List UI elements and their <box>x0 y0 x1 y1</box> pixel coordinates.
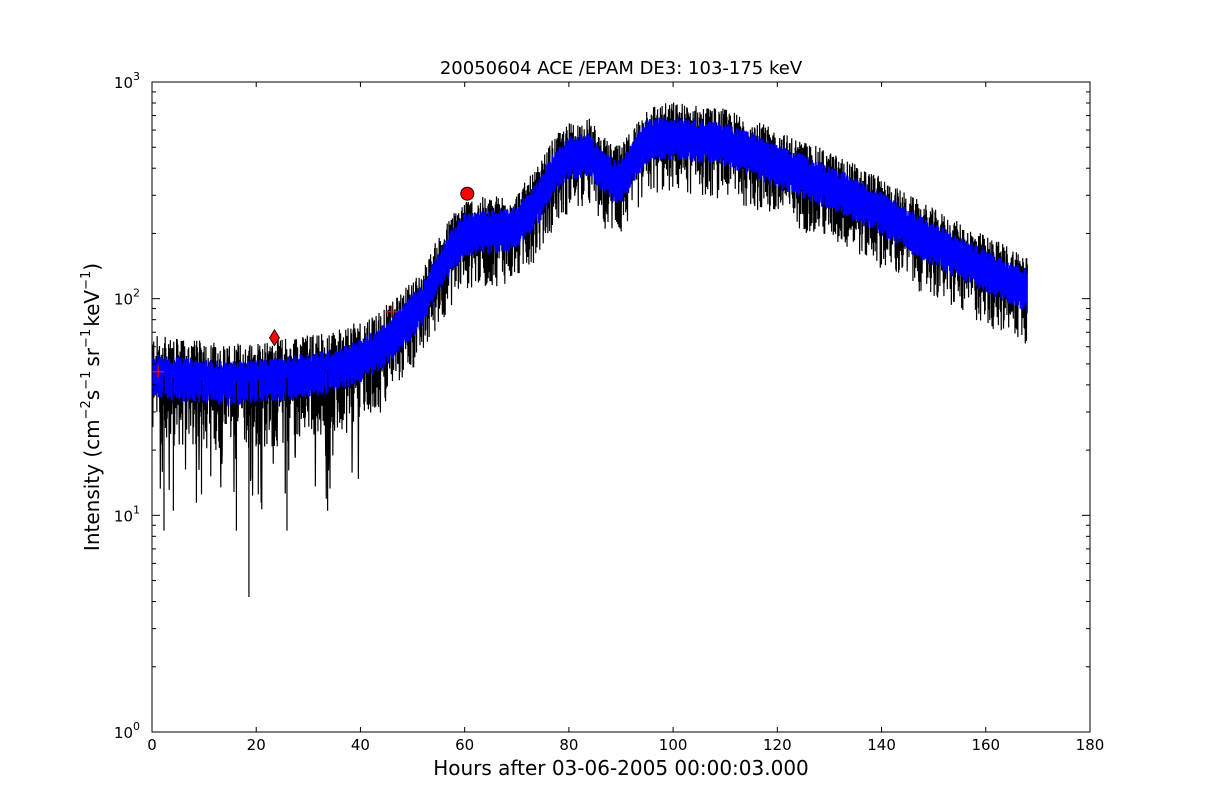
y-axis-label-sup1: −2 <box>79 400 94 419</box>
y-tick-label-exp: 0 <box>133 720 140 733</box>
y-tick-label-exp: 3 <box>133 70 140 83</box>
marker-plus <box>152 365 165 378</box>
x-tick-label: 120 <box>763 736 792 754</box>
y-axis-label-mid2: sr <box>80 347 104 366</box>
chart-title: 20050604 ACE /EPAM DE3: 103-175 keV <box>440 58 803 79</box>
x-tick-label: 140 <box>867 736 896 754</box>
y-tick-label-base: 10 <box>114 507 133 525</box>
y-tick-label-base: 10 <box>114 74 133 92</box>
y-axis-label-sup2: −1 <box>79 371 94 390</box>
y-axis-label-sup3: −1 <box>79 329 94 348</box>
series-group <box>152 102 1028 597</box>
series-smoothed-band <box>152 116 1028 406</box>
y-tick-label-base: 10 <box>114 291 133 309</box>
series-raw-line <box>152 102 1028 510</box>
y-axis-label-end: ) <box>80 263 104 271</box>
y-axis-label-mid3: keV <box>80 290 104 327</box>
marker-plus <box>385 305 398 318</box>
y-axis-label-base: Intensity (cm <box>80 419 104 551</box>
x-axis-ticks: 0 20 40 60 80 100 120 140 160 180 <box>147 82 1104 754</box>
plot-data <box>152 102 1028 597</box>
x-tick-label: 20 <box>247 736 266 754</box>
y-tick-label: 103 <box>114 70 140 92</box>
y-axis-label-mid1: s <box>80 390 104 400</box>
x-tick-label: 160 <box>971 736 1000 754</box>
x-axis-label: Hours after 03-06-2005 00:00:03.000 <box>433 756 809 780</box>
x-tick-label: 180 <box>1076 736 1105 754</box>
x-tick-label: 100 <box>659 736 688 754</box>
y-tick-label: 102 <box>114 287 140 309</box>
x-tick-label: 80 <box>559 736 578 754</box>
y-tick-label-exp: 1 <box>133 503 140 516</box>
y-axis-label: Intensity (cm−2s−1sr−1keV−1) <box>79 263 104 551</box>
x-tick-label: 60 <box>455 736 474 754</box>
y-axis-label-sup4: −1 <box>79 271 94 290</box>
y-tick-label: 100 <box>114 720 140 742</box>
y-tick-label: 101 <box>114 503 140 525</box>
y-tick-label-exp: 2 <box>133 287 140 300</box>
plot-frame <box>151 81 1091 733</box>
marker-circle <box>460 186 475 201</box>
y-tick-label-base: 10 <box>114 724 133 742</box>
x-tick-label: 40 <box>351 736 370 754</box>
x-tick-label: 0 <box>147 736 157 754</box>
marker-diamond <box>268 329 280 347</box>
